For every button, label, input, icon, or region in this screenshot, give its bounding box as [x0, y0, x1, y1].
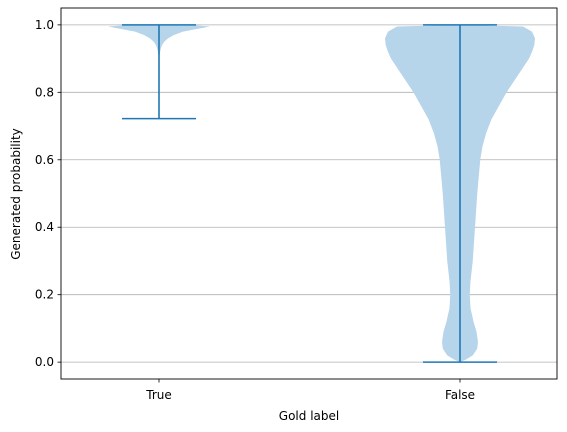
x-axis-ticks: True False: [145, 379, 475, 402]
x-tick-label: True: [145, 388, 172, 402]
violin-bodies: [108, 24, 535, 363]
x-axis-label: Gold label: [279, 409, 339, 423]
x-tick-label: False: [445, 388, 475, 402]
y-axis-ticks: 0.0 0.2 0.4 0.6 0.8 1.0: [35, 18, 61, 369]
y-axis-label: Generated probability: [9, 128, 23, 260]
y-tick-label: 0.4: [35, 220, 54, 234]
y-tick-label: 0.8: [35, 85, 54, 99]
y-tick-label: 0.6: [35, 153, 54, 167]
y-tick-label: 0.2: [35, 288, 54, 302]
extrema-lines: [122, 24, 497, 363]
plot-area-frame: [60, 7, 558, 380]
y-tick-label: 0.0: [35, 355, 54, 369]
y-tick-label: 1.0: [35, 18, 54, 32]
